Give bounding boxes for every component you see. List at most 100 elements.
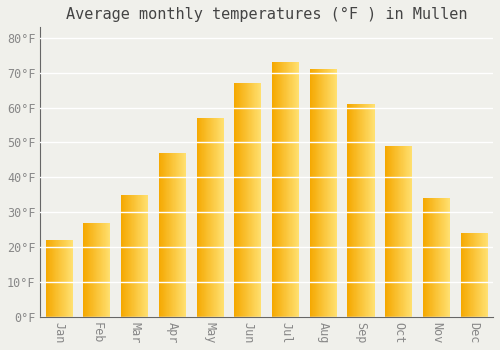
- Bar: [282, 62, 283, 317]
- Bar: [330, 69, 331, 317]
- Bar: [128, 195, 129, 317]
- Bar: [298, 62, 299, 317]
- Bar: [315, 69, 316, 317]
- Bar: [210, 118, 211, 317]
- Bar: [106, 223, 107, 317]
- Bar: [333, 69, 334, 317]
- Bar: [391, 146, 392, 317]
- Bar: [134, 195, 135, 317]
- Bar: [60, 240, 61, 317]
- Bar: [438, 198, 439, 317]
- Bar: [479, 233, 480, 317]
- Bar: [466, 233, 467, 317]
- Bar: [141, 195, 142, 317]
- Bar: [131, 195, 132, 317]
- Bar: [297, 62, 298, 317]
- Bar: [284, 62, 285, 317]
- Bar: [396, 146, 397, 317]
- Bar: [324, 69, 325, 317]
- Bar: [133, 195, 134, 317]
- Bar: [87, 223, 88, 317]
- Bar: [353, 104, 354, 317]
- Bar: [290, 62, 291, 317]
- Bar: [439, 198, 440, 317]
- Bar: [162, 153, 163, 317]
- Bar: [48, 240, 49, 317]
- Bar: [480, 233, 482, 317]
- Bar: [245, 83, 246, 317]
- Bar: [72, 240, 73, 317]
- Bar: [289, 62, 290, 317]
- Bar: [86, 223, 87, 317]
- Bar: [163, 153, 164, 317]
- Bar: [473, 233, 474, 317]
- Bar: [348, 104, 349, 317]
- Bar: [464, 233, 465, 317]
- Bar: [251, 83, 252, 317]
- Bar: [273, 62, 274, 317]
- Bar: [390, 146, 391, 317]
- Bar: [211, 118, 212, 317]
- Bar: [181, 153, 182, 317]
- Bar: [365, 104, 366, 317]
- Bar: [61, 240, 62, 317]
- Bar: [407, 146, 408, 317]
- Bar: [331, 69, 332, 317]
- Bar: [144, 195, 145, 317]
- Bar: [122, 195, 123, 317]
- Bar: [404, 146, 406, 317]
- Bar: [182, 153, 183, 317]
- Bar: [167, 153, 168, 317]
- Bar: [424, 198, 425, 317]
- Bar: [59, 240, 60, 317]
- Bar: [471, 233, 472, 317]
- Bar: [356, 104, 357, 317]
- Bar: [463, 233, 464, 317]
- Bar: [123, 195, 124, 317]
- Bar: [183, 153, 184, 317]
- Bar: [474, 233, 476, 317]
- Bar: [402, 146, 403, 317]
- Bar: [275, 62, 276, 317]
- Bar: [253, 83, 254, 317]
- Bar: [392, 146, 393, 317]
- Bar: [196, 118, 197, 317]
- Bar: [107, 223, 108, 317]
- Bar: [276, 62, 277, 317]
- Bar: [236, 83, 237, 317]
- Bar: [411, 146, 412, 317]
- Bar: [310, 69, 311, 317]
- Bar: [363, 104, 364, 317]
- Bar: [201, 118, 202, 317]
- Bar: [319, 69, 320, 317]
- Bar: [322, 69, 324, 317]
- Bar: [215, 118, 216, 317]
- Bar: [161, 153, 162, 317]
- Bar: [238, 83, 239, 317]
- Bar: [103, 223, 104, 317]
- Bar: [249, 83, 250, 317]
- Bar: [336, 69, 337, 317]
- Bar: [234, 83, 235, 317]
- Bar: [385, 146, 386, 317]
- Bar: [410, 146, 411, 317]
- Bar: [258, 83, 259, 317]
- Bar: [94, 223, 96, 317]
- Bar: [241, 83, 242, 317]
- Bar: [169, 153, 170, 317]
- Bar: [218, 118, 219, 317]
- Bar: [202, 118, 203, 317]
- Bar: [109, 223, 110, 317]
- Bar: [207, 118, 208, 317]
- Bar: [166, 153, 167, 317]
- Bar: [349, 104, 350, 317]
- Bar: [371, 104, 372, 317]
- Bar: [318, 69, 319, 317]
- Bar: [261, 83, 262, 317]
- Bar: [469, 233, 470, 317]
- Bar: [437, 198, 438, 317]
- Bar: [105, 223, 106, 317]
- Bar: [482, 233, 483, 317]
- Bar: [176, 153, 177, 317]
- Bar: [360, 104, 361, 317]
